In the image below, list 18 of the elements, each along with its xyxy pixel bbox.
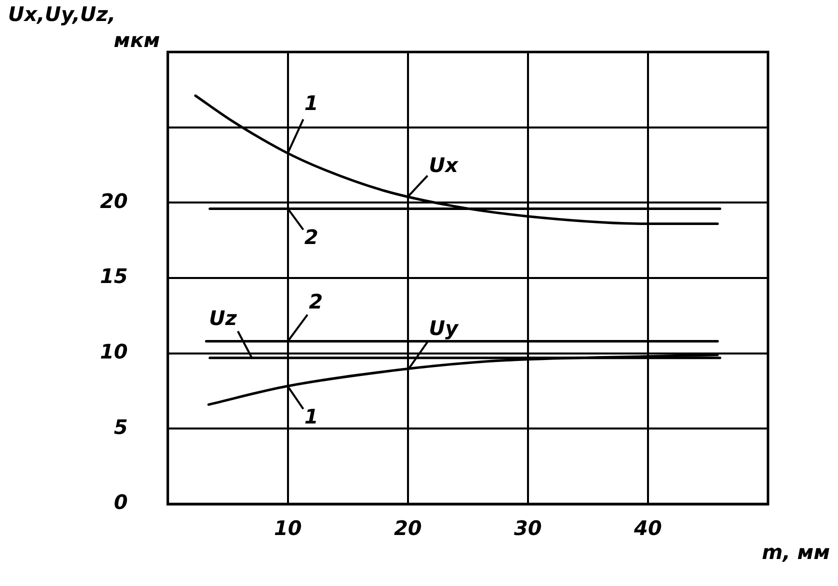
y-tick-label: 15 — [100, 264, 128, 288]
y-tick-label: 20 — [100, 188, 128, 213]
annotation: Uy — [428, 316, 460, 340]
y-tick-label: 5 — [114, 414, 128, 439]
y-axis-title: Ux,Uy,Uz, мкм — [8, 2, 160, 52]
annotation: 1 — [304, 404, 318, 429]
annotation: 2 — [308, 289, 323, 314]
annotation: Ux — [428, 152, 460, 177]
annotation: Uz — [208, 306, 238, 330]
x-tick-label: 40 — [633, 516, 662, 540]
y-tick-label: 10 — [100, 340, 128, 364]
x-tick-label: 20 — [394, 516, 422, 540]
x-axis-title: m, мм — [762, 540, 830, 564]
y-tick-label: 0 — [114, 490, 128, 514]
annotation: 1 — [304, 91, 318, 116]
x-tick-label: 10 — [274, 516, 302, 540]
x-tick-label: 30 — [514, 516, 542, 540]
annotation: 2 — [304, 224, 318, 249]
